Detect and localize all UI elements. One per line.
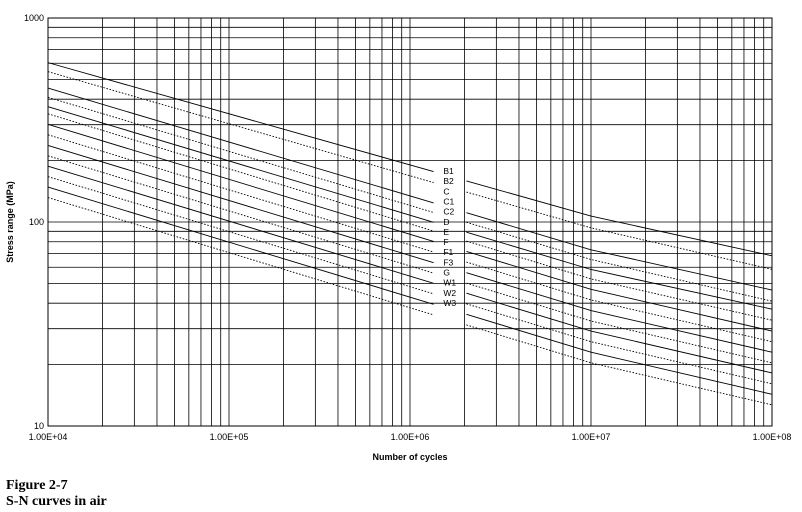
curve-label-d: D xyxy=(443,217,449,227)
curve-label-c: C xyxy=(443,186,449,196)
series-line-b1 xyxy=(47,62,434,173)
series-line-w2 xyxy=(466,313,773,395)
curve-label-g: G xyxy=(443,268,450,278)
curve-label-f: F xyxy=(443,237,448,247)
y-tick-label: 100 xyxy=(29,217,44,227)
series-line-c1 xyxy=(466,221,773,302)
x-tick-label: 1.00E+04 xyxy=(29,432,68,442)
curve-label-f3: F3 xyxy=(443,257,453,267)
curve-label-c2: C2 xyxy=(443,207,454,217)
series-line-f xyxy=(47,134,434,253)
curve-label-w3: W3 xyxy=(443,298,456,308)
y-tick-label: 1000 xyxy=(24,13,44,23)
series-line-d xyxy=(466,240,773,321)
series-line-e xyxy=(47,123,434,242)
series-line-w1 xyxy=(466,303,773,385)
series-line-b1 xyxy=(466,180,773,257)
x-tick-label: 1.00E+05 xyxy=(210,432,249,442)
figure-number: Figure 2-7 xyxy=(6,478,68,493)
y-tick-label: 10 xyxy=(34,421,44,431)
figure-caption: Figure 2-7 S-N curves in air xyxy=(6,478,107,510)
y-axis-label: Stress range (MPa) xyxy=(5,181,15,263)
x-axis-label: Number of cycles xyxy=(372,452,447,462)
series-line-g xyxy=(466,292,773,374)
series-line-g xyxy=(47,165,434,284)
curve-label-w1: W1 xyxy=(443,278,456,288)
curve-label-b1: B1 xyxy=(443,166,454,176)
curve-label-f1: F1 xyxy=(443,247,453,257)
series-line-c xyxy=(47,87,434,204)
series-line-e xyxy=(466,251,773,332)
series-line-c2 xyxy=(47,106,434,223)
series-line-f xyxy=(466,261,773,343)
series-line-f1 xyxy=(47,144,434,264)
series-line-b2 xyxy=(47,71,434,184)
series-layer xyxy=(47,62,773,406)
series-line-f1 xyxy=(466,272,773,353)
x-tick-label: 1.00E+06 xyxy=(391,432,430,442)
sn-curve-chart: 1.00E+04 1.00E+05 1.00E+06 1.00E+07 1.00E+08… xyxy=(5,13,791,462)
curve-label-e: E xyxy=(443,227,449,237)
curve-label-c1: C1 xyxy=(443,196,454,206)
series-line-w3 xyxy=(47,197,434,316)
series-line-c xyxy=(466,212,773,291)
series-line-b2 xyxy=(466,191,773,270)
plot-frame xyxy=(47,17,773,427)
series-line-d xyxy=(47,113,434,232)
curve-label-b2: B2 xyxy=(443,176,454,186)
tick-layer: 1.00E+04 1.00E+05 1.00E+06 1.00E+07 1.00E+08… xyxy=(24,13,791,442)
x-tick-label: 1.00E+08 xyxy=(753,432,792,442)
x-tick-label: 1.00E+07 xyxy=(572,432,611,442)
series-line-f3 xyxy=(466,282,773,364)
series-line-w1 xyxy=(47,176,434,295)
series-line-f3 xyxy=(47,155,434,274)
series-line-w3 xyxy=(466,324,773,406)
figure-title: S-N curves in air xyxy=(6,494,107,509)
series-line-w2 xyxy=(47,186,434,305)
series-line-c2 xyxy=(466,231,773,310)
curve-label-w2: W2 xyxy=(443,288,456,298)
grid-layer xyxy=(48,18,772,426)
